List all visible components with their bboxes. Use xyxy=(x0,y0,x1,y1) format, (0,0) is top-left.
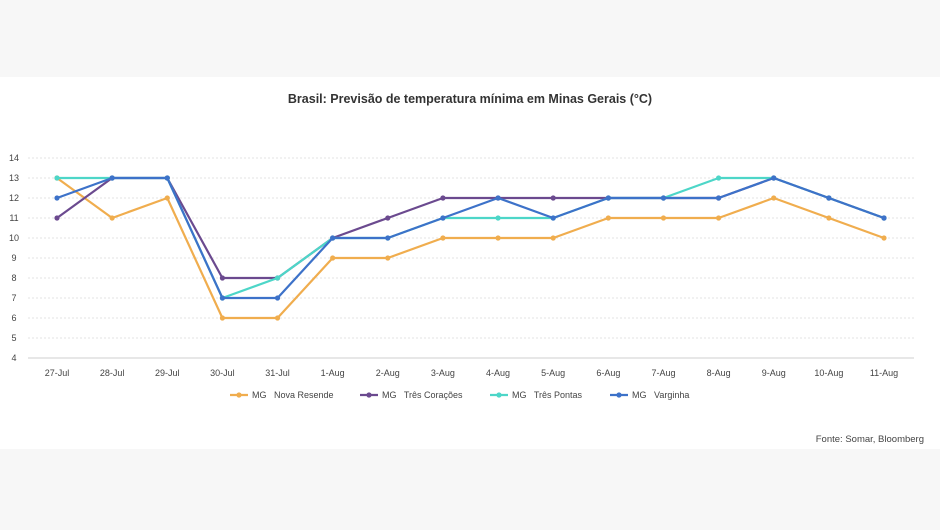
legend-swatch-marker xyxy=(616,392,622,398)
data-point xyxy=(826,215,832,221)
data-point xyxy=(716,215,722,221)
y-tick-label: 9 xyxy=(11,253,16,263)
chart-card xyxy=(0,77,940,449)
data-point xyxy=(605,215,611,221)
data-point xyxy=(54,175,60,181)
series-group xyxy=(54,175,887,321)
legend-label: MG Varginha xyxy=(632,390,689,400)
x-tick-label: 28-Jul xyxy=(100,368,125,378)
y-axis-ticks: 4 5 6 7 8 9 10 11 12 13 14 xyxy=(9,153,19,363)
series-line xyxy=(56,176,885,300)
data-point xyxy=(440,215,446,221)
x-tick-label: 31-Jul xyxy=(265,368,290,378)
data-point xyxy=(330,235,336,241)
series-line xyxy=(56,177,885,320)
data-point xyxy=(54,195,60,201)
y-tick-label: 5 xyxy=(11,333,16,343)
data-point xyxy=(109,215,115,221)
data-point xyxy=(605,195,611,201)
legend-swatch-marker xyxy=(496,392,502,398)
chart-title: Brasil: Previsão de temperatura mínima e… xyxy=(287,92,653,106)
y-tick-label: 11 xyxy=(9,213,18,223)
data-point xyxy=(495,215,501,221)
y-tick-label: 12 xyxy=(9,193,19,203)
data-point xyxy=(385,255,391,261)
x-tick-label: 29-Jul xyxy=(155,368,180,378)
series-lines xyxy=(54,175,887,321)
x-tick-label: 11-Aug xyxy=(870,368,898,378)
y-tick-label: 6 xyxy=(11,313,16,323)
data-point xyxy=(550,235,556,241)
series-group xyxy=(54,175,887,301)
data-point xyxy=(109,175,115,181)
x-tick-label: 4-Aug xyxy=(486,368,510,378)
data-point xyxy=(660,215,667,221)
series-group xyxy=(54,175,887,281)
x-tick-label: 8-Aug xyxy=(707,368,731,378)
data-point xyxy=(550,195,556,201)
y-tick-label: 4 xyxy=(11,353,16,363)
data-point xyxy=(771,175,777,181)
data-point xyxy=(440,235,446,241)
data-point xyxy=(716,195,722,201)
legend-swatch-marker xyxy=(366,392,372,398)
data-point xyxy=(771,195,777,201)
y-tick-label: 14 xyxy=(9,153,19,163)
data-point xyxy=(385,215,391,221)
data-point xyxy=(219,275,225,281)
x-tick-label: 2-Aug xyxy=(376,368,400,378)
x-tick-label: 5-Aug xyxy=(541,368,565,378)
source-note: Fonte: Somar, Bloomberg xyxy=(815,434,924,445)
x-tick-label: 7-Aug xyxy=(651,368,675,378)
data-point xyxy=(881,235,887,241)
legend-item: MG Três Pontas xyxy=(490,390,583,400)
y-tick-label: 8 xyxy=(11,273,16,283)
x-axis-ticks: 27-Jul 28-Jul 29-Jul 30-Jul 31-Jul 1-Aug 2-Aug… xyxy=(45,368,898,378)
data-point xyxy=(219,315,225,321)
x-tick-label: 3-Aug xyxy=(431,368,455,378)
data-point xyxy=(385,235,391,241)
data-point xyxy=(495,235,501,241)
legend-item: MG Varginha xyxy=(610,390,689,400)
x-tick-label: 1-Aug xyxy=(321,368,345,378)
legend: MG Nova Resende MG Três Corações MG Três P… xyxy=(230,390,689,400)
legend-label: MG Três Corações xyxy=(382,390,463,400)
data-point xyxy=(219,295,225,301)
x-tick-label: 30-Jul xyxy=(210,368,235,378)
data-point xyxy=(495,195,501,201)
legend-item: MG Três Corações xyxy=(360,390,463,400)
legend-item: MG Nova Resende xyxy=(230,390,334,400)
data-point xyxy=(274,295,281,301)
legend-label: MG Três Pontas xyxy=(512,390,583,400)
data-point xyxy=(826,195,832,201)
data-point xyxy=(54,215,60,221)
y-tick-label: 13 xyxy=(9,173,19,183)
data-point xyxy=(274,315,281,321)
data-point xyxy=(164,175,170,181)
data-point xyxy=(330,255,336,261)
y-tick-label: 7 xyxy=(11,293,16,303)
legend-label: MG Nova Resende xyxy=(252,390,334,400)
x-tick-label: 9-Aug xyxy=(762,368,786,378)
data-point xyxy=(660,195,667,201)
grid-lines xyxy=(28,157,914,359)
data-point xyxy=(716,175,722,181)
x-tick-label: 6-Aug xyxy=(596,368,620,378)
data-point xyxy=(550,215,556,221)
data-point xyxy=(440,195,446,201)
legend-swatch-marker xyxy=(236,392,242,398)
x-tick-label: 27-Jul xyxy=(45,368,70,378)
data-point xyxy=(881,215,887,221)
x-tick-label: 10-Aug xyxy=(814,368,843,378)
data-point xyxy=(164,195,170,201)
data-point xyxy=(274,275,281,281)
y-tick-label: 10 xyxy=(9,233,19,243)
